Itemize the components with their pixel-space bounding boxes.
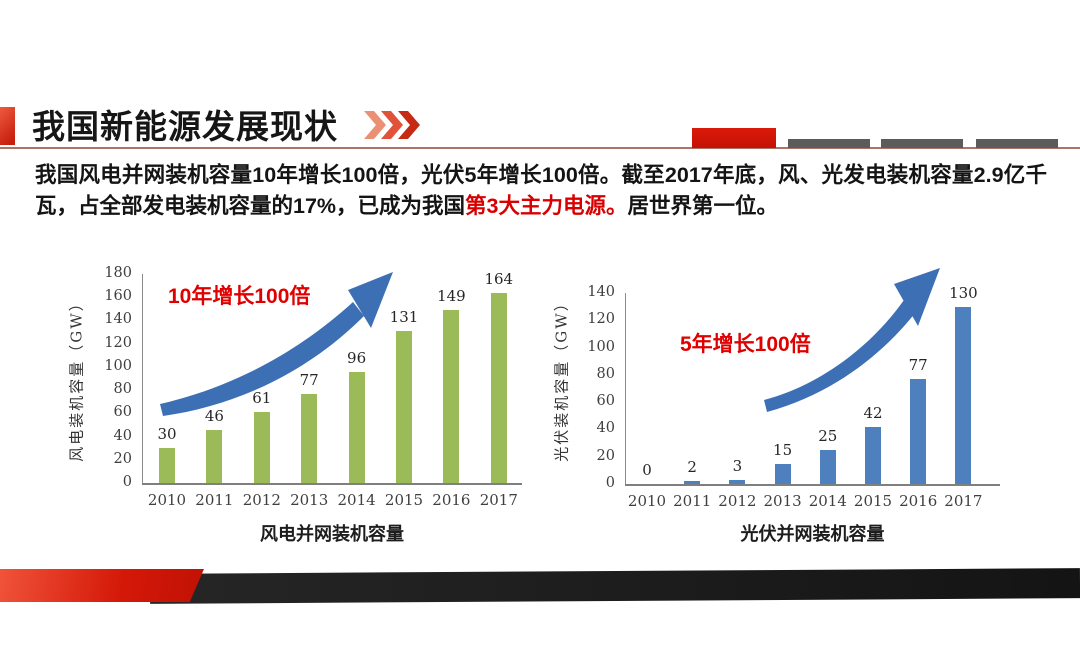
y-tick-label: 140	[587, 284, 615, 300]
bar-2014	[348, 372, 365, 483]
y-tick-label: 40	[596, 420, 615, 437]
bar-value-label: 15	[773, 441, 793, 459]
bar-2011	[684, 481, 701, 484]
y-tick-label: 60	[113, 404, 132, 421]
x-tick-label: 2016	[432, 491, 471, 509]
intro-highlight: 第3大主力电源。	[465, 194, 628, 218]
x-tick-label: 2012	[718, 492, 757, 510]
growth-annotation: 5年增长100倍	[680, 333, 811, 356]
bar-value-label: 149	[437, 287, 466, 305]
triple-chevron-right-icon	[364, 111, 420, 139]
y-axis-line	[142, 274, 143, 483]
y-tick-label: 140	[104, 311, 132, 328]
footer-red-stripe	[0, 569, 204, 602]
bar-value-label: 61	[252, 389, 272, 407]
x-tick-label: 2010	[627, 492, 667, 510]
bar-2010	[159, 448, 175, 483]
bar-value-label: 77	[908, 356, 928, 374]
x-tick-label: 2013	[290, 491, 329, 509]
x-tick-label: 2015	[853, 492, 893, 510]
bar-value-label: 30	[157, 425, 177, 443]
bar-value-label: 42	[863, 404, 883, 422]
y-axis-label: 风电装机容量（GW）	[67, 294, 86, 462]
x-tick-label: 2017	[944, 492, 983, 510]
bar-2017	[490, 293, 507, 483]
bar-value-label: 2	[687, 458, 697, 476]
bar-2016	[910, 379, 927, 484]
bar-value-label: 25	[818, 427, 838, 445]
x-tick-label: 2015	[384, 491, 424, 509]
x-tick-label: 2010	[147, 491, 187, 509]
bar-value-label: 131	[389, 308, 419, 326]
x-tick-label: 2014	[808, 492, 847, 510]
growth-annotation: 10年增长100倍	[168, 285, 311, 308]
bar-2011	[206, 430, 223, 483]
chart-caption: 风电并网装机容量	[260, 524, 404, 544]
deco-gray-rect	[788, 139, 870, 148]
pv-capacity-chart: 光伏装机容量（GW） 5年增长100倍 光伏并网装机容量 0 20 40 60 80 10…	[545, 262, 1020, 554]
y-tick-label: 20	[113, 450, 132, 467]
bar-value-label: 130	[949, 284, 978, 302]
y-tick-label: 100	[104, 357, 132, 374]
x-tick-label: 2011	[673, 492, 712, 510]
title-accent-bar	[0, 107, 15, 145]
bar-2016	[443, 310, 460, 483]
y-tick-label: 120	[104, 334, 132, 351]
chart-caption: 光伏并网装机容量	[740, 524, 885, 544]
x-tick-label: 2014	[337, 491, 376, 509]
y-tick-label: 20	[596, 447, 615, 464]
wind-capacity-chart: 风电装机容量（GW） 10年增长100倍 风电并网装机容量 0 20 40 60 80 1…	[60, 262, 530, 554]
deco-gray-rect	[881, 139, 963, 148]
x-tick-label: 2016	[899, 492, 938, 510]
intro-paragraph: 我国风电并网装机容量10年增长100倍，光伏5年增长100倍。截至2017年底，…	[35, 160, 1047, 222]
y-tick-label: 120	[587, 311, 615, 328]
x-tick-label: 2017	[479, 491, 518, 509]
bar-value-label: 77	[299, 371, 319, 389]
x-axis-line	[142, 483, 522, 485]
bar-2013	[774, 464, 791, 484]
deco-red-rect	[692, 128, 776, 148]
bar-2012	[253, 412, 270, 483]
bar-value-label: 164	[484, 270, 514, 288]
page-title: 我国新能源发展现状	[32, 108, 338, 145]
x-tick-label: 2011	[195, 491, 234, 509]
y-tick-label: 0	[605, 475, 615, 491]
y-tick-label: 40	[113, 427, 132, 444]
y-tick-label: 100	[587, 338, 615, 355]
y-tick-label: 80	[596, 365, 615, 382]
bar-2013	[301, 394, 318, 483]
y-tick-label: 60	[596, 393, 615, 410]
x-tick-label: 2012	[242, 491, 281, 509]
bar-value-label: 0	[642, 461, 652, 479]
footer-dark-stripe	[149, 568, 1080, 604]
deco-gray-rect	[976, 139, 1058, 148]
y-tick-label: 180	[104, 265, 132, 281]
x-axis-line	[625, 484, 1000, 486]
growth-arrow-icon	[764, 268, 940, 412]
bar-2015	[396, 331, 412, 483]
bar-2017	[955, 307, 972, 484]
bar-2014	[819, 450, 836, 484]
y-tick-label: 80	[113, 381, 132, 398]
y-tick-label: 160	[104, 288, 132, 305]
bar-2015	[865, 427, 881, 484]
y-tick-label: 0	[122, 474, 132, 490]
intro-text-2: 居世界第一位。	[627, 194, 779, 218]
x-tick-label: 2013	[763, 492, 802, 510]
bar-value-label: 46	[204, 407, 224, 425]
bar-value-label: 3	[732, 457, 743, 475]
intro-text-1: 我国风电并网装机容量10年增长100倍，光伏5年增长100倍。截至2017年底，…	[35, 163, 1047, 218]
title-underline	[0, 147, 1080, 149]
y-axis-line	[625, 293, 626, 484]
bar-value-label: 96	[347, 349, 367, 367]
bar-2012	[729, 480, 746, 484]
